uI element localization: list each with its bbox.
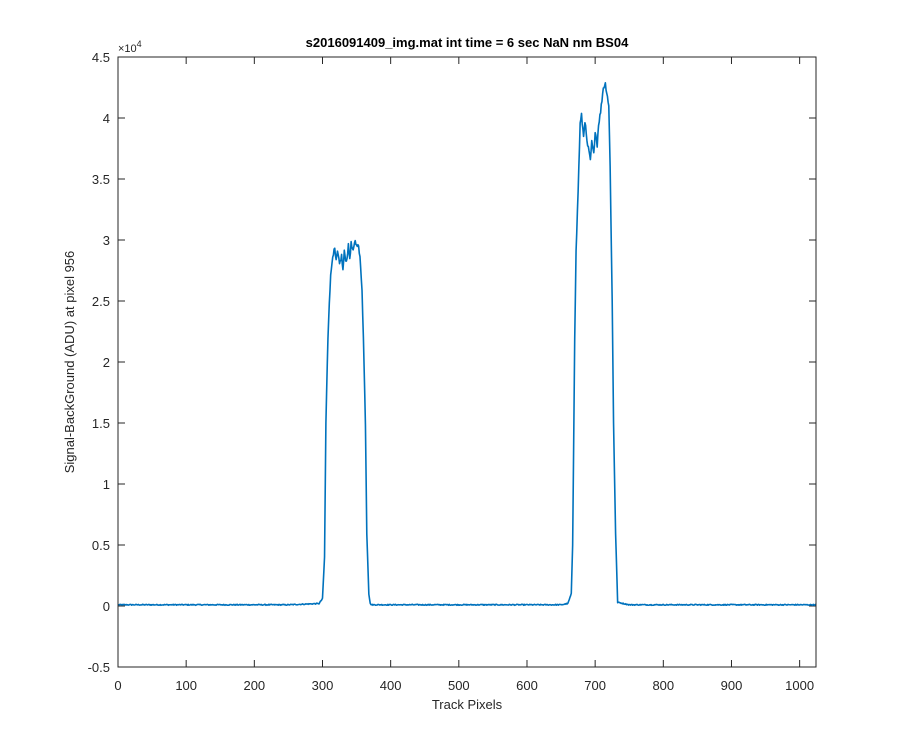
y-tick-label: 2 [103, 355, 110, 370]
y-axis-ticks: -0.5 0 0.5 1 1.5 2 2.5 3 3.5 4 4.5 [88, 50, 816, 675]
x-tick-label: 300 [312, 678, 334, 693]
y-tick-label: 2.5 [92, 294, 110, 309]
y-axis-exponent-power: 4 [137, 39, 142, 49]
x-tick-label: 200 [243, 678, 265, 693]
x-tick-label: 1000 [785, 678, 814, 693]
y-axis-exponent-base: ×10 [118, 43, 137, 55]
y-tick-label: 3.5 [92, 172, 110, 187]
y-tick-label: 1 [103, 477, 110, 492]
x-tick-label: 600 [516, 678, 538, 693]
y-tick-label: 0 [103, 599, 110, 614]
x-axis-ticks: 0 100 200 300 400 500 600 700 800 900 1000 [114, 57, 814, 693]
x-tick-label: 900 [721, 678, 743, 693]
x-tick-label: 400 [380, 678, 402, 693]
y-tick-label: 3 [103, 233, 110, 248]
series-line [117, 82, 817, 607]
x-axis-label: Track Pixels [432, 697, 503, 712]
y-tick-label: 4 [103, 111, 110, 126]
y-tick-label: 4.5 [92, 50, 110, 65]
x-tick-label: 500 [448, 678, 470, 693]
plot-area [118, 57, 816, 667]
x-tick-label: 100 [175, 678, 197, 693]
x-tick-label: 0 [114, 678, 121, 693]
chart-title: s2016091409_img.mat int time = 6 sec NaN… [306, 35, 629, 50]
x-tick-label: 700 [584, 678, 606, 693]
y-axis-exponent: ×104 [118, 39, 142, 55]
y-tick-label: -0.5 [88, 660, 110, 675]
y-tick-label: 0.5 [92, 538, 110, 553]
x-tick-label: 800 [652, 678, 674, 693]
y-tick-label: 1.5 [92, 416, 110, 431]
y-axis-label: Signal-BackGround (ADU) at pixel 956 [62, 251, 77, 474]
plot-border [117, 56, 817, 668]
